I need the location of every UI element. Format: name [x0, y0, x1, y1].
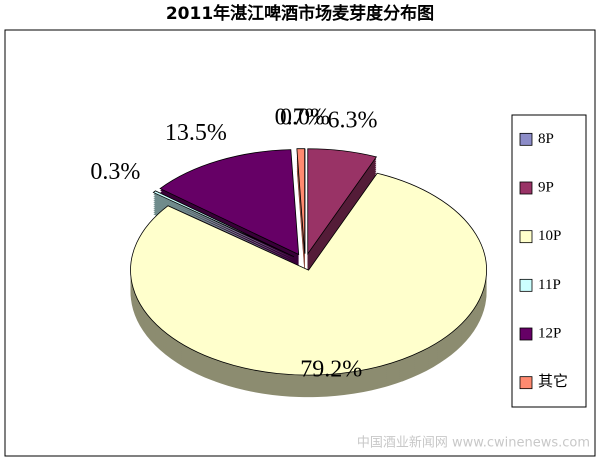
legend-swatch [519, 132, 533, 146]
plot-frame [4, 29, 596, 457]
legend-label: 11P [538, 277, 561, 293]
slice-side [153, 192, 295, 259]
chart-title: 2011年湛江啤酒市场麦芽度分布图 [166, 3, 434, 24]
legend-swatch [519, 376, 533, 390]
slice-side [153, 194, 295, 261]
legend-swatch [519, 327, 533, 341]
watermark: 中国酒业新闻网 www.cwinenews.com [357, 435, 590, 451]
legend-label: 8P [538, 131, 554, 147]
legend-label: 其它 [538, 372, 568, 390]
data-label: 6.3% [328, 107, 378, 133]
legend-label: 12P [538, 325, 561, 341]
legend-swatch [519, 181, 533, 195]
slice [159, 149, 300, 256]
legend-swatch [519, 278, 533, 292]
legend-swatch [519, 230, 533, 244]
legend-label: 10P [538, 228, 561, 244]
data-label: 13.5% [165, 120, 227, 146]
legend: 8P 9P 10P 11P 12P 其它 [519, 131, 568, 390]
slice [307, 148, 378, 256]
slice [130, 172, 487, 376]
data-label: 79.2% [300, 356, 362, 382]
legend-label: 9P [538, 179, 554, 195]
data-label: 0.7% [275, 105, 325, 131]
slice-side [153, 196, 295, 263]
data-label: 0.0% [280, 105, 330, 131]
legend-box [511, 114, 587, 408]
data-label: 0.3% [90, 159, 140, 185]
pie: 0.0%6.3% 79.2% 0.3% 13.5% 0.7% [90, 105, 487, 398]
slice [296, 148, 306, 254]
slice [152, 190, 295, 258]
